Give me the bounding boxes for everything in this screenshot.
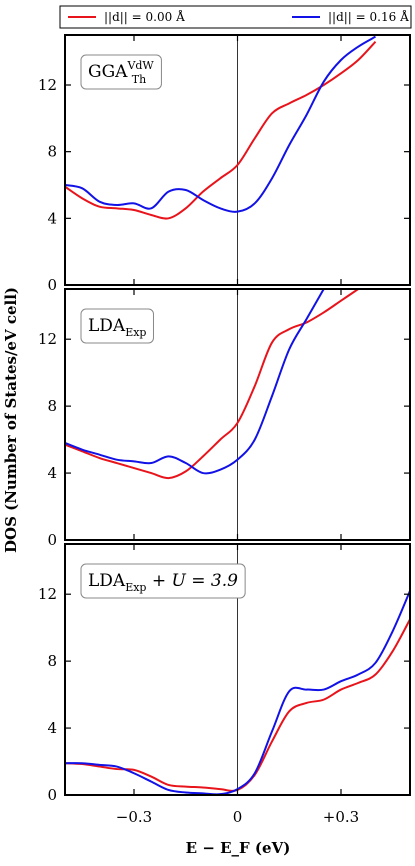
panel-label-box: [80, 308, 154, 344]
legend-label-series-1: ||d|| = 0.16 Å: [328, 9, 409, 24]
series-line-1: [65, 289, 325, 475]
panel-label-box: [80, 54, 162, 90]
x-tick-label: −0.3: [116, 808, 152, 826]
y-tick-label: 0: [47, 276, 57, 294]
x-axis-title: E − E_F (eV): [186, 839, 291, 857]
panel-label-text: LDAExp + U = 3.9: [88, 571, 238, 594]
y-tick-label: 0: [47, 786, 57, 804]
panel-0: 0 4 8 12 GGAVdW Th: [38, 34, 411, 294]
panels: 0 4 8 12 GGAVdW Th 0 4 8 12 LDAExp 0 4 8 12 LDAExp + U …: [38, 34, 411, 826]
panel-label-text: LDAExp: [88, 316, 146, 339]
panel-label-text: GGAVdW Th: [88, 59, 154, 86]
series-line-0: [65, 289, 359, 480]
y-tick-label: 4: [47, 464, 57, 482]
panel-label: GGAVdW Th: [80, 54, 162, 90]
panel-1: 0 4 8 12 LDAExp: [38, 288, 411, 549]
series-line-0: [65, 40, 377, 220]
legend-label-series-0: ||d|| = 0.00 Å: [104, 9, 185, 24]
y-tick-label: 4: [47, 209, 57, 227]
panel-label: LDAExp + U = 3.9: [80, 563, 246, 599]
y-tick-label: 8: [47, 652, 57, 670]
y-tick-label: 0: [47, 531, 57, 549]
legend-box: [59, 5, 412, 29]
x-tick-label: 0: [233, 808, 243, 826]
series-line-1: [65, 35, 377, 213]
y-tick-label: 4: [47, 719, 57, 737]
y-tick-label: 8: [47, 397, 57, 415]
panel-2: 0 4 8 12 LDAExp + U = 3.9: [38, 543, 411, 804]
y-axis-title: DOS (Number of States/eV cell): [2, 287, 20, 553]
y-tick-label: 12: [38, 585, 57, 603]
panel-label-box: [80, 563, 246, 599]
legend: ||d|| = 0.00 Å ||d|| = 0.16 Å: [59, 5, 412, 29]
y-tick-label: 12: [38, 330, 57, 348]
x-tick-label: +0.3: [323, 808, 359, 826]
y-tick-label: 8: [47, 143, 57, 161]
panel-label: LDAExp: [80, 308, 154, 344]
y-tick-label: 12: [38, 76, 57, 94]
